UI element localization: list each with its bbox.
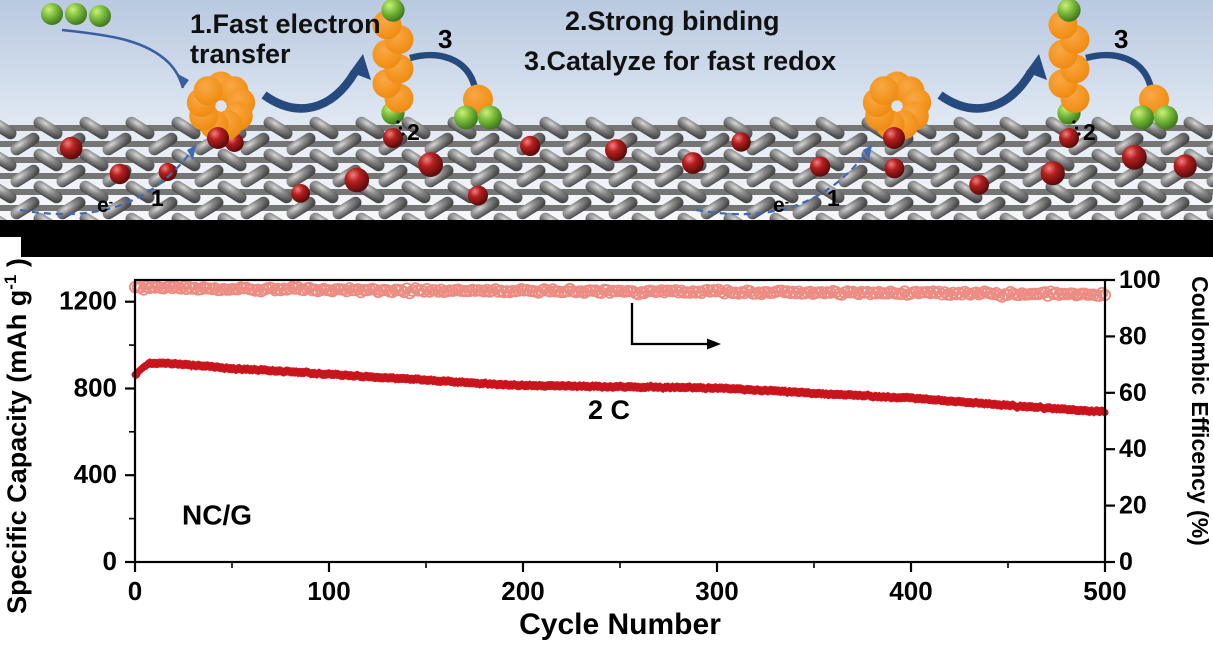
svg-text:3: 3 bbox=[1114, 24, 1128, 54]
svg-text:2: 2 bbox=[407, 119, 420, 145]
svg-text:1: 1 bbox=[151, 185, 164, 211]
svg-text:1.Fast electron: 1.Fast electron bbox=[190, 9, 381, 39]
svg-text:2.Strong binding: 2.Strong binding bbox=[565, 6, 779, 36]
svg-text:transfer: transfer bbox=[190, 39, 291, 69]
svg-text:Coulombic Efficency (%): Coulombic Efficency (%) bbox=[1187, 276, 1213, 546]
svg-text:80: 80 bbox=[1119, 322, 1147, 350]
svg-text:3: 3 bbox=[438, 24, 452, 54]
svg-text:2 C: 2 C bbox=[588, 395, 630, 425]
svg-text:0: 0 bbox=[128, 576, 142, 606]
svg-text:Cycle Number: Cycle Number bbox=[519, 608, 721, 641]
svg-text:400: 400 bbox=[74, 459, 117, 489]
svg-text:500: 500 bbox=[1083, 576, 1126, 606]
svg-text:e-: e- bbox=[773, 194, 789, 217]
svg-text:100: 100 bbox=[1119, 266, 1161, 294]
svg-text:0: 0 bbox=[1119, 548, 1133, 576]
svg-text:1: 1 bbox=[827, 185, 840, 211]
svg-text:Specific Capacity (mAh g-1 ): Specific Capacity (mAh g-1 ) bbox=[1, 258, 32, 614]
svg-text:400: 400 bbox=[889, 576, 932, 606]
svg-text:3.Catalyze for fast redox: 3.Catalyze for fast redox bbox=[524, 46, 836, 76]
svg-text:40: 40 bbox=[1119, 435, 1147, 463]
svg-text:800: 800 bbox=[74, 373, 117, 403]
svg-text:200: 200 bbox=[501, 576, 544, 606]
svg-text:NC/G: NC/G bbox=[182, 499, 252, 530]
svg-text:20: 20 bbox=[1119, 492, 1147, 520]
svg-text:100: 100 bbox=[307, 576, 350, 606]
svg-text:1200: 1200 bbox=[59, 286, 117, 316]
svg-text:0: 0 bbox=[103, 546, 117, 576]
svg-text:60: 60 bbox=[1119, 379, 1147, 407]
svg-text:300: 300 bbox=[695, 576, 738, 606]
svg-text:2: 2 bbox=[1083, 119, 1096, 145]
